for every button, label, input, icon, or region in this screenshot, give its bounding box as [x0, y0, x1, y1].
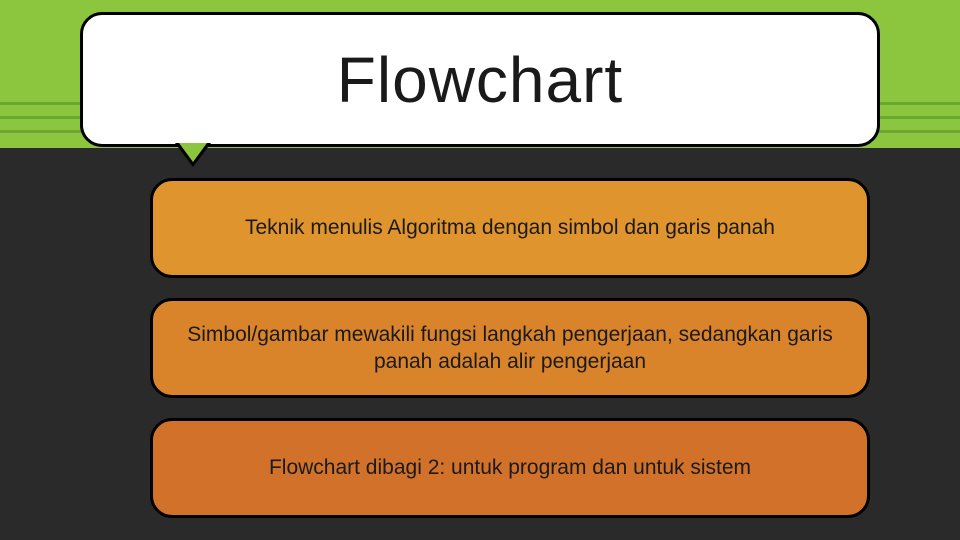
connector-arrow-fill: [179, 143, 207, 162]
card-2-text: Simbol/gambar mewakili fungsi langkah pe…: [183, 321, 837, 376]
card-3: Flowchart dibagi 2: untuk program dan un…: [150, 418, 870, 518]
card-3-text: Flowchart dibagi 2: untuk program dan un…: [269, 454, 751, 481]
card-1: Teknik menulis Algoritma dengan simbol d…: [150, 178, 870, 278]
title-box: Flowchart: [80, 12, 880, 147]
card-2: Simbol/gambar mewakili fungsi langkah pe…: [150, 298, 870, 398]
title-text: Flowchart: [337, 43, 623, 117]
card-1-text: Teknik menulis Algoritma dengan simbol d…: [245, 214, 775, 241]
